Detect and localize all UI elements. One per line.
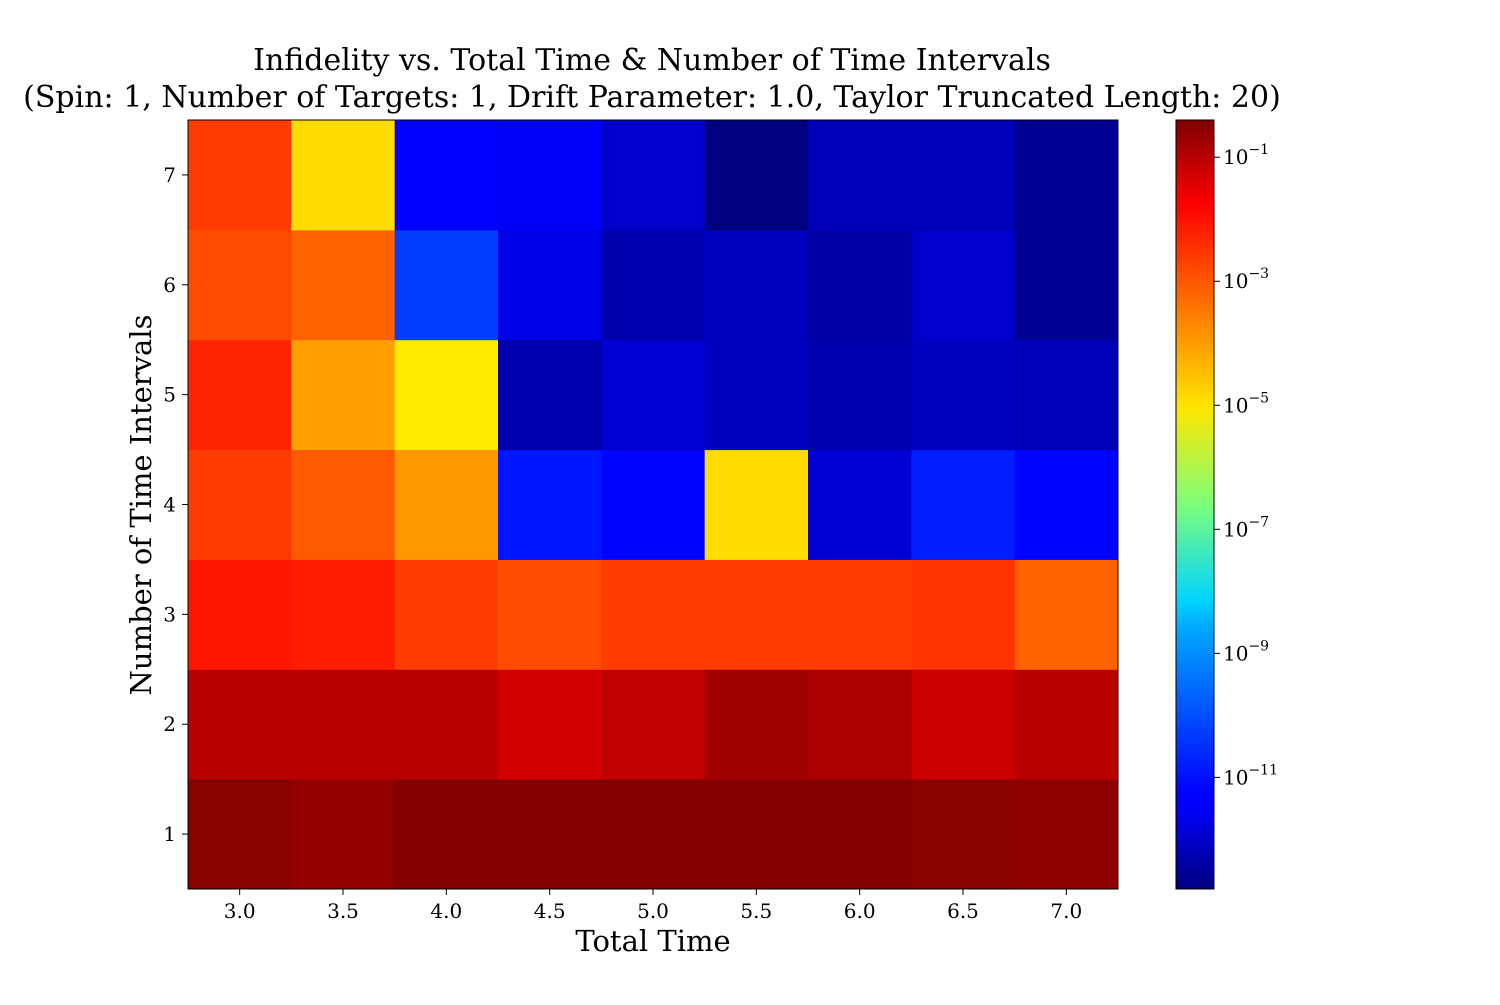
- heatmap-cell: [911, 229, 1016, 341]
- heatmap-cell: [808, 120, 912, 231]
- heatmap-cell: [601, 669, 706, 780]
- heatmap-cell: [394, 120, 499, 231]
- heatmap-cell: [704, 449, 809, 560]
- heatmap-cell: [1014, 449, 1119, 560]
- x-tick-label: 6.5: [947, 899, 979, 923]
- colorbar: [1175, 119, 1215, 890]
- heatmap-cell: [911, 339, 1016, 451]
- heatmap-cell: [498, 339, 602, 451]
- heatmap-cell: [704, 339, 809, 451]
- heatmap-cell: [1014, 120, 1119, 231]
- y-tick-label: 3: [163, 602, 176, 626]
- colorbar-tick-label: 10−1: [1223, 142, 1269, 169]
- y-tick-label: 7: [163, 163, 176, 187]
- heatmap-cell: [1014, 779, 1119, 890]
- heatmap-cell: [808, 229, 912, 341]
- heatmap-cell: [498, 559, 602, 670]
- x-tick-label: 7.0: [1050, 899, 1082, 923]
- heatmap-cell: [911, 779, 1016, 890]
- x-tick-label: 3.5: [327, 899, 359, 923]
- heatmap-cell: [808, 339, 912, 451]
- heatmap-cell: [601, 449, 706, 560]
- heatmap-cell: [498, 669, 602, 780]
- heatmap-cell: [808, 559, 912, 670]
- heatmap-cell: [498, 449, 602, 560]
- y-axis: 1 2 3 4 5 6 7: [163, 163, 188, 846]
- colorbar-ticks: 10−1 10−3 10−5 10−7 10−9 10−11: [1214, 142, 1278, 789]
- chart-title: Infidelity vs. Total Time & Number of Ti…: [253, 43, 1051, 78]
- heatmap-cell: [601, 779, 706, 890]
- heatmap-cell: [1014, 669, 1119, 780]
- heatmap-cell: [291, 779, 396, 890]
- heatmap-cell: [291, 339, 396, 451]
- heatmap-cell: [188, 120, 292, 231]
- heatmap-cell: [394, 339, 499, 451]
- y-tick-label: 1: [163, 822, 176, 846]
- heatmap-cell: [808, 669, 912, 780]
- colorbar-tick-label: 10−7: [1223, 514, 1269, 541]
- heatmap-cell: [808, 449, 912, 560]
- x-tick-label: 4.0: [430, 899, 462, 923]
- heatmap-cell: [601, 229, 706, 341]
- heatmap-cell: [498, 120, 602, 231]
- heatmap-cell: [704, 779, 809, 890]
- colorbar-tick-label: 10−9: [1223, 638, 1269, 665]
- x-axis-label: Total Time: [575, 924, 730, 958]
- heatmap-cell: [188, 449, 292, 560]
- x-tick-label: 5.0: [637, 899, 669, 923]
- heatmap-cell: [911, 449, 1016, 560]
- heatmap-cell: [704, 669, 809, 780]
- y-tick-label: 5: [163, 383, 176, 407]
- heatmap-cell: [808, 779, 912, 890]
- heatmap-cell: [498, 779, 602, 890]
- heatmap-cell: [911, 120, 1016, 231]
- heatmap-cell: [291, 120, 396, 231]
- colorbar-tick-label: 10−5: [1223, 390, 1269, 417]
- heatmap-cell: [704, 120, 809, 231]
- heatmap-cell: [498, 229, 602, 341]
- heatmap-cell: [601, 559, 706, 670]
- y-tick-label: 6: [163, 273, 176, 297]
- heatmap-cell: [188, 779, 292, 890]
- chart-subtitle: (Spin: 1, Number of Targets: 1, Drift Pa…: [23, 80, 1281, 115]
- colorbar-tick-label: 10−11: [1223, 762, 1278, 789]
- heatmap-cell: [394, 229, 499, 341]
- x-tick-label: 3.0: [224, 899, 256, 923]
- heatmap-cell: [394, 559, 499, 670]
- x-axis: 3.0 3.5 4.0 4.5 5.0 5.5 6.0 6.5 7.0: [224, 889, 1082, 923]
- heatmap-cell: [394, 669, 499, 780]
- heatmap-cell: [188, 339, 292, 451]
- heatmap-cell: [1014, 229, 1119, 341]
- heatmap-cell: [1014, 339, 1119, 451]
- heatmap-cell: [601, 339, 706, 451]
- x-tick-label: 4.5: [534, 899, 566, 923]
- heatmap-cell: [704, 559, 809, 670]
- heatmap-cell: [188, 669, 292, 780]
- x-tick-label: 5.5: [740, 899, 772, 923]
- heatmap-cell: [291, 229, 396, 341]
- heatmap-cell: [394, 449, 499, 560]
- heatmap-cell: [291, 559, 396, 670]
- heatmap-cell: [291, 669, 396, 780]
- heatmap-cell: [188, 229, 292, 341]
- heatmap-cell: [704, 229, 809, 341]
- heatmap-cell: [291, 449, 396, 560]
- x-tick-label: 6.0: [844, 899, 876, 923]
- heatmap-cells: [188, 120, 1119, 890]
- y-axis-label: Number of Time Intervals: [124, 315, 158, 696]
- heatmap-cell: [394, 779, 499, 890]
- y-tick-label: 2: [163, 712, 176, 736]
- heatmap-cell: [188, 559, 292, 670]
- colorbar-tick-label: 10−3: [1223, 266, 1269, 293]
- heatmap-cell: [911, 669, 1016, 780]
- y-tick-label: 4: [163, 493, 176, 517]
- heatmap-cell: [911, 559, 1016, 670]
- heatmap-cell: [601, 120, 706, 231]
- heatmap-cell: [1014, 559, 1119, 670]
